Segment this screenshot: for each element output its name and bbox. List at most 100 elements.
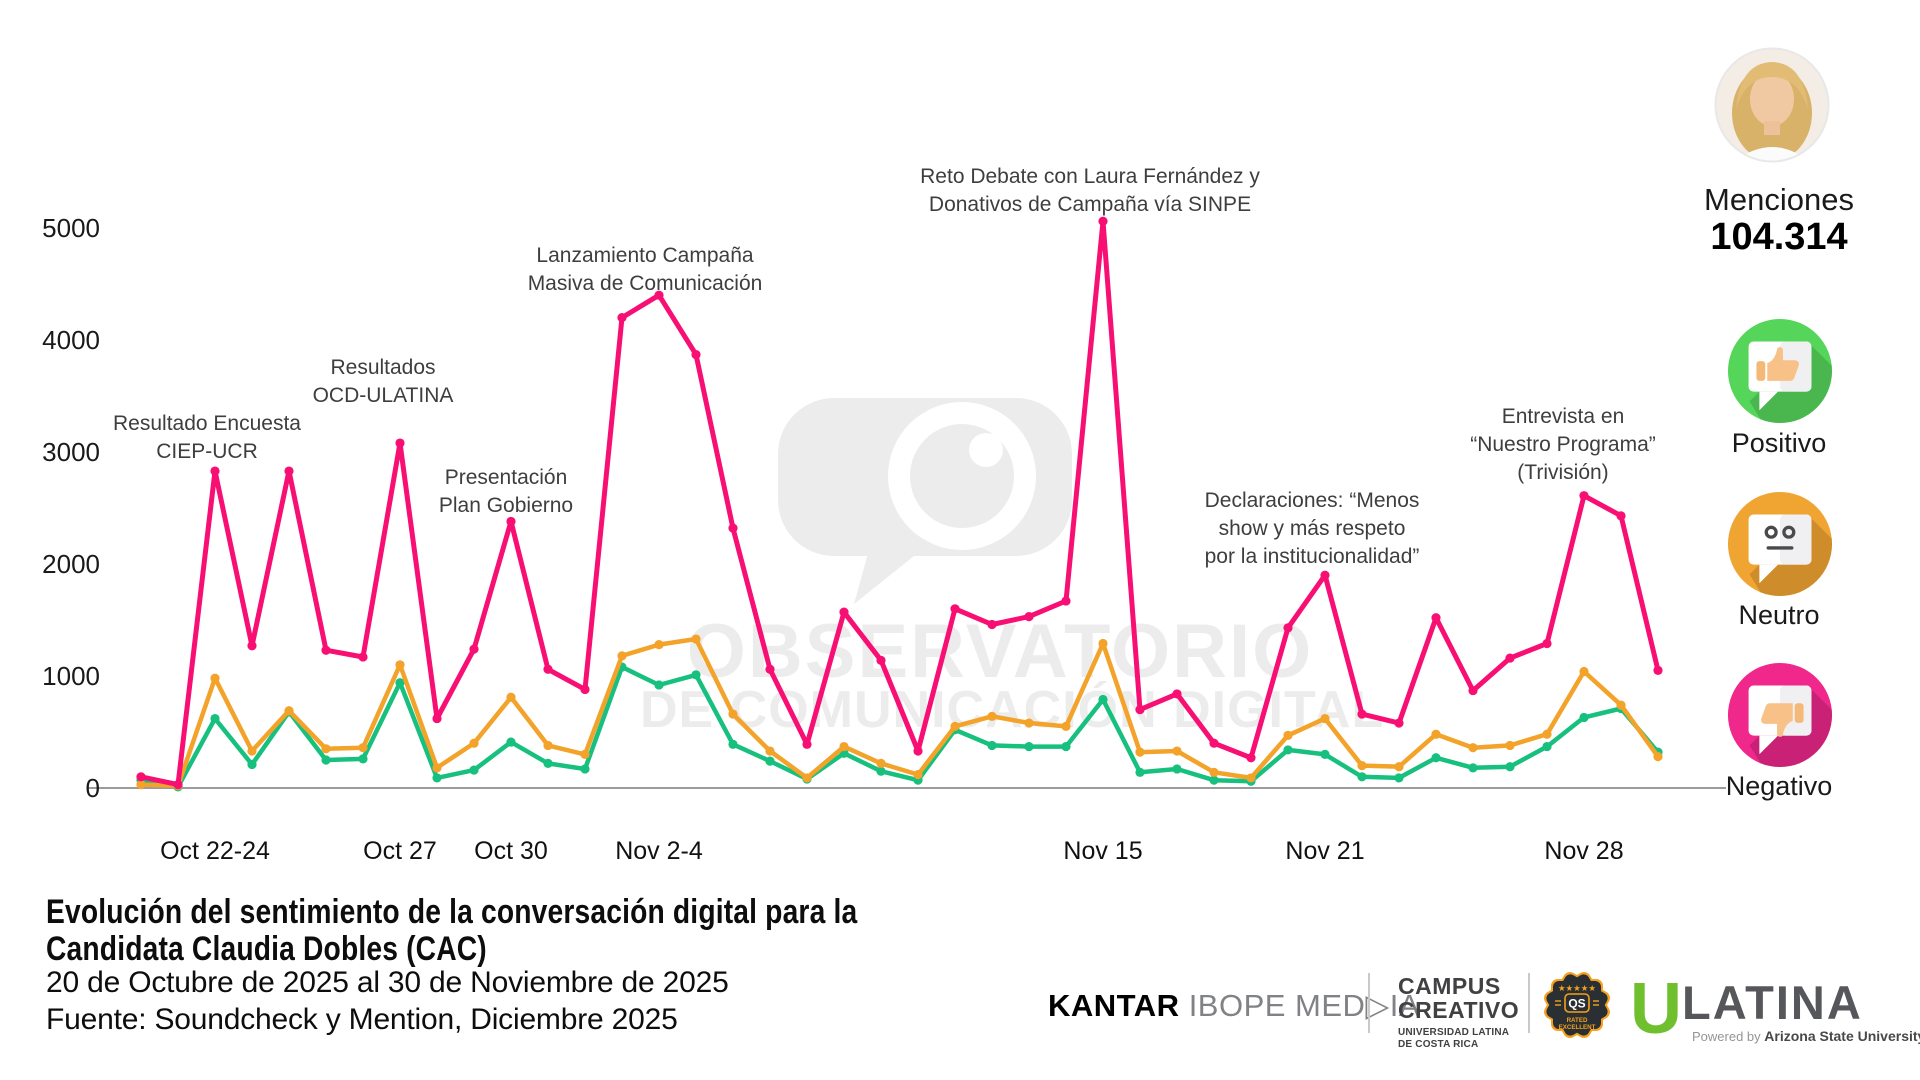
kantar-play-triangle-icon: ▷ (1365, 988, 1390, 1023)
data-point (1505, 762, 1515, 772)
data-point (1579, 666, 1589, 677)
data-point (728, 523, 738, 533)
data-point (1283, 623, 1293, 633)
data-point (839, 741, 849, 752)
data-point (1394, 762, 1404, 772)
data-point (580, 684, 590, 695)
data-point (506, 516, 516, 527)
data-point (950, 604, 960, 614)
data-point (728, 709, 738, 719)
data-point (950, 721, 960, 732)
data-point (765, 664, 775, 674)
data-point (136, 780, 146, 790)
data-point (1135, 767, 1145, 777)
y-tick-label: 1000 (42, 661, 100, 691)
data-point (839, 607, 849, 617)
data-point (247, 746, 257, 756)
data-point (1431, 729, 1441, 739)
y-tick-label: 2000 (42, 549, 100, 579)
data-point (1357, 709, 1367, 719)
data-point (1135, 747, 1145, 757)
data-point (358, 754, 368, 764)
legend-label-neutral: Neutro (1738, 600, 1820, 630)
data-point (1209, 738, 1219, 748)
data-point (876, 758, 886, 768)
data-point (469, 644, 479, 654)
data-point (580, 749, 590, 760)
data-point (321, 755, 331, 765)
data-point (1135, 705, 1145, 715)
date-range: 20 de Octubre de 2025 al 30 de Noviembre… (46, 966, 729, 999)
data-point (284, 706, 294, 716)
data-point (654, 640, 664, 650)
data-point (1172, 746, 1182, 756)
data-point (1209, 775, 1219, 785)
data-point (506, 737, 516, 747)
data-point (469, 765, 479, 775)
data-point (543, 664, 553, 674)
y-tick-label: 3000 (42, 437, 100, 467)
data-point (654, 680, 664, 690)
data-point (358, 743, 368, 753)
data-point (876, 655, 886, 665)
y-tick-label: 5000 (42, 213, 100, 243)
data-point (247, 641, 257, 651)
data-point (1061, 741, 1071, 752)
x-tick-label: Nov 21 (1285, 837, 1365, 865)
x-tick-label: Oct 30 (474, 837, 548, 865)
data-point (1505, 653, 1515, 663)
neutral-face-icon (1727, 491, 1833, 597)
data-point (913, 769, 923, 780)
data-point (876, 766, 886, 776)
qs-rated-excellent-badge: ★★★★★ QS RATED EXCELLENT (1544, 972, 1610, 1038)
data-point (1246, 753, 1256, 763)
source-note: Fuente: Soundcheck y Mention, Diciembre … (46, 1003, 678, 1036)
data-point (1653, 665, 1663, 676)
data-point (617, 313, 627, 323)
data-point (1505, 740, 1515, 751)
logo-divider (1528, 973, 1530, 1033)
positive-thumbs-up-icon (1727, 318, 1833, 424)
data-point (1320, 570, 1330, 580)
data-point (1394, 773, 1404, 783)
svg-text:QS: QS (1568, 997, 1585, 1011)
data-point (765, 746, 775, 756)
data-point (1098, 638, 1108, 649)
x-tick-label: Nov 28 (1544, 837, 1624, 865)
data-point (987, 711, 997, 721)
data-point (1579, 712, 1589, 723)
svg-text:RATED: RATED (1567, 1017, 1588, 1024)
data-point (543, 740, 553, 751)
kantar-wordmark: KANTAR (1048, 988, 1180, 1023)
data-point (210, 466, 220, 476)
data-point (136, 772, 146, 782)
kantar-ibope-media-logo: KANTAR IBOPE MED▷IA (1048, 988, 1421, 1023)
data-point (802, 739, 812, 749)
data-point (1357, 761, 1367, 771)
series-positivo (136, 662, 1663, 792)
series-negativo (136, 216, 1663, 790)
data-point (321, 645, 331, 655)
y-tick-label: 0 (85, 773, 100, 803)
data-point (1061, 596, 1071, 606)
data-point (543, 758, 553, 768)
data-point (506, 692, 516, 702)
data-point (987, 740, 997, 751)
data-point (1061, 721, 1071, 732)
data-point (1320, 713, 1330, 724)
data-point (1542, 741, 1552, 752)
data-point (395, 660, 405, 670)
data-point (765, 756, 775, 766)
y-tick-label: 4000 (42, 325, 100, 355)
asu-powered-by: Powered by Arizona State University® (1692, 1028, 1920, 1044)
data-point (1172, 689, 1182, 699)
data-point (432, 713, 442, 724)
data-point (654, 290, 664, 300)
data-point (1616, 700, 1626, 710)
negative-thumbs-down-icon (1727, 662, 1833, 768)
data-point (1468, 685, 1478, 696)
data-point (247, 759, 257, 770)
ulatina-logo: ULATINA (1630, 969, 1863, 1049)
data-point (617, 651, 627, 661)
